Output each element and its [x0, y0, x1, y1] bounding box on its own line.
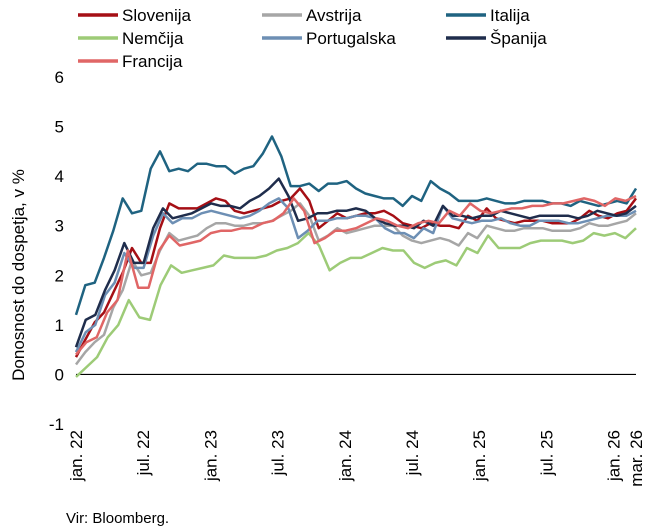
x-tick-label: jul. 25: [537, 430, 556, 476]
x-tick-label: jul. 24: [403, 430, 422, 476]
x-tick-label: jan. 23: [201, 430, 220, 482]
x-tick-label: jan. 24: [336, 430, 355, 482]
legend-label: Avstrija: [306, 6, 362, 25]
series-line-italija: [74, 135, 638, 316]
x-tick-label: jan. 25: [470, 430, 489, 482]
series-line-francija: [75, 194, 637, 356]
x-tick-label: jul. 23: [269, 430, 288, 476]
y-tick-label: 2: [55, 266, 64, 285]
x-tick-label: mar. 26: [627, 430, 646, 487]
x-tick-label: jul. 22: [134, 430, 153, 476]
legend-label: Nemčija: [122, 29, 184, 48]
x-tick-label: jan. 22: [67, 430, 86, 482]
series-line-španija: [74, 177, 637, 348]
legend-label: Italija: [490, 6, 530, 25]
y-tick-label: -1: [49, 415, 64, 434]
legend-label: Portugalska: [306, 29, 396, 48]
y-axis-title: Donosnost do dospetja, v %: [9, 169, 28, 381]
y-tick-label: 3: [55, 217, 64, 236]
series-line-portugalska: [74, 197, 637, 353]
y-tick-label: 0: [55, 365, 64, 384]
source-note: Vir: Bloomberg.: [66, 510, 169, 527]
plot-area: [74, 135, 638, 378]
y-tick-label: 4: [55, 167, 64, 186]
y-tick-label: 5: [55, 118, 64, 137]
legend-label: Španija: [490, 29, 547, 48]
y-tick-label: 6: [55, 68, 64, 87]
series-line-nemčija: [75, 227, 637, 378]
x-tick-label: jan. 26: [605, 430, 624, 482]
legend: Slovenija Avstrija Italija Nemčija Portugals…: [78, 6, 547, 71]
y-axis: 6 5 4 3 2 1 0 -1: [49, 68, 64, 434]
legend-label: Francija: [122, 52, 183, 71]
y-tick-label: 1: [55, 316, 64, 335]
legend-label: Slovenija: [122, 6, 192, 25]
series-line-avstrija: [75, 202, 637, 366]
x-axis: jan. 22 jul. 22 jan. 23 jul. 23 jan. 24 jul. …: [67, 430, 646, 487]
